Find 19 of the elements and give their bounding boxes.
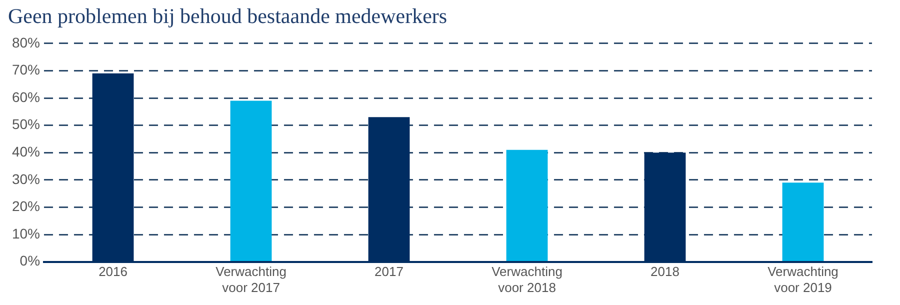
x-tick-label: 2017	[374, 264, 404, 280]
y-tick-label: 10%	[12, 225, 40, 242]
bar	[782, 182, 824, 262]
y-tick-label: 50%	[12, 116, 40, 132]
x-tick-label: Verwachting voor 2019	[768, 264, 838, 295]
bar	[506, 150, 548, 262]
y-tick-label: 0%	[20, 252, 40, 269]
y-tick-label: 60%	[12, 88, 40, 105]
x-tick-label: Verwachting voor 2017	[216, 264, 286, 295]
x-tick-label: Verwachting voor 2018	[492, 264, 562, 295]
y-tick-label: 30%	[12, 170, 40, 187]
y-tick-label: 70%	[12, 62, 40, 78]
x-tick-label: 2016	[98, 264, 128, 280]
x-tick-label: 2018	[650, 264, 680, 280]
chart-title: Geen problemen bij behoud bestaande medewerkers	[8, 4, 448, 29]
bar	[230, 100, 272, 262]
y-tick-label: 80%	[12, 34, 40, 50]
y-tick-label: 20%	[12, 198, 40, 214]
y-tick-label: 40%	[12, 143, 40, 160]
